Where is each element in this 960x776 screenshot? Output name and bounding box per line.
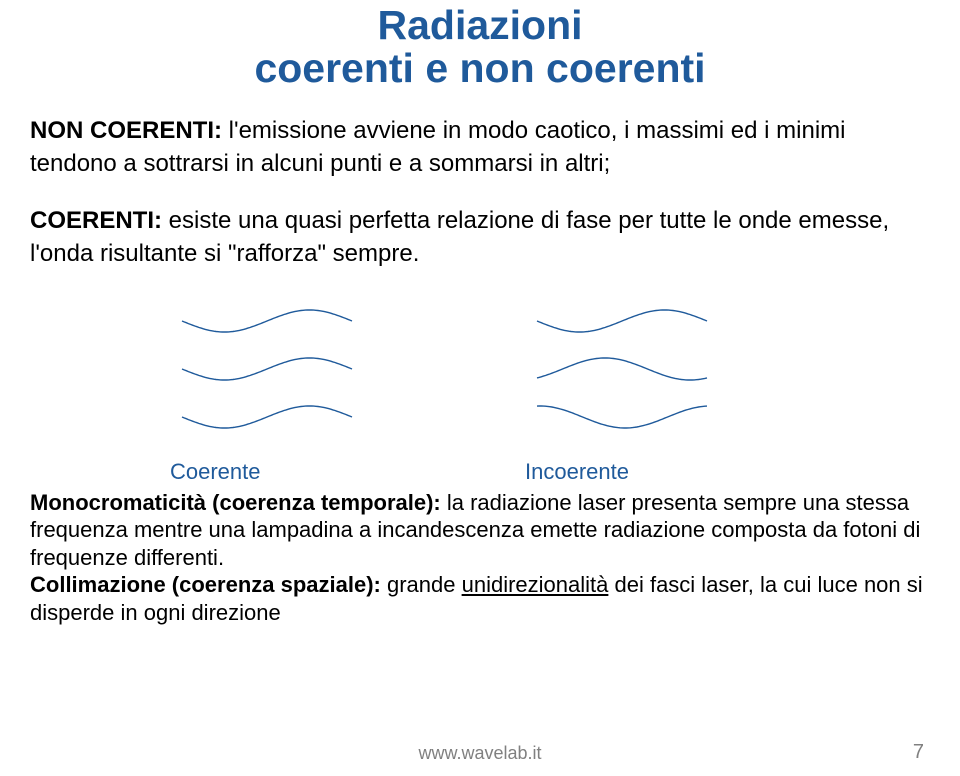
collimazione: Collimazione (coerenza spaziale): grande… — [30, 571, 930, 626]
label-incoerente: Incoerente — [525, 459, 730, 485]
below-text: Monocromaticità (coerenza temporale): la… — [0, 485, 960, 627]
coll-under: unidirezionalità — [462, 572, 609, 597]
coll-pre: grande — [381, 572, 462, 597]
paragraph-noncoerenti: NON COERENTI: l'emissione avviene in mod… — [30, 114, 930, 180]
diagram-row: Coerente Incoerente — [0, 295, 960, 485]
coll-lead: Collimazione (coerenza spaziale): — [30, 572, 381, 597]
mono-lead: Monocromaticità (coerenza temporale): — [30, 490, 441, 515]
paragraph-coerenti: COERENTI: esiste una quasi perfetta rela… — [30, 204, 930, 270]
page-number: 7 — [913, 741, 924, 764]
slide-title: Radiazioni coerenti e non coerenti — [0, 4, 960, 90]
monocromaticita: Monocromaticità (coerenza temporale): la… — [30, 489, 930, 572]
diagram-coherent: Coerente — [170, 299, 375, 485]
title-line2: coerenti e non coerenti — [254, 45, 705, 91]
coerenti-lead: COERENTI: — [30, 207, 162, 234]
body-text: NON COERENTI: l'emissione avviene in mod… — [0, 114, 960, 270]
diagram-incoherent: Incoerente — [525, 299, 730, 485]
waves-incoherent — [525, 299, 730, 459]
footer-url: www.wavelab.it — [0, 743, 960, 764]
waves-coherent — [170, 299, 375, 459]
noncoerenti-lead: NON COERENTI: — [30, 117, 222, 144]
title-line1: Radiazioni — [377, 2, 582, 48]
label-coerente: Coerente — [170, 459, 375, 485]
